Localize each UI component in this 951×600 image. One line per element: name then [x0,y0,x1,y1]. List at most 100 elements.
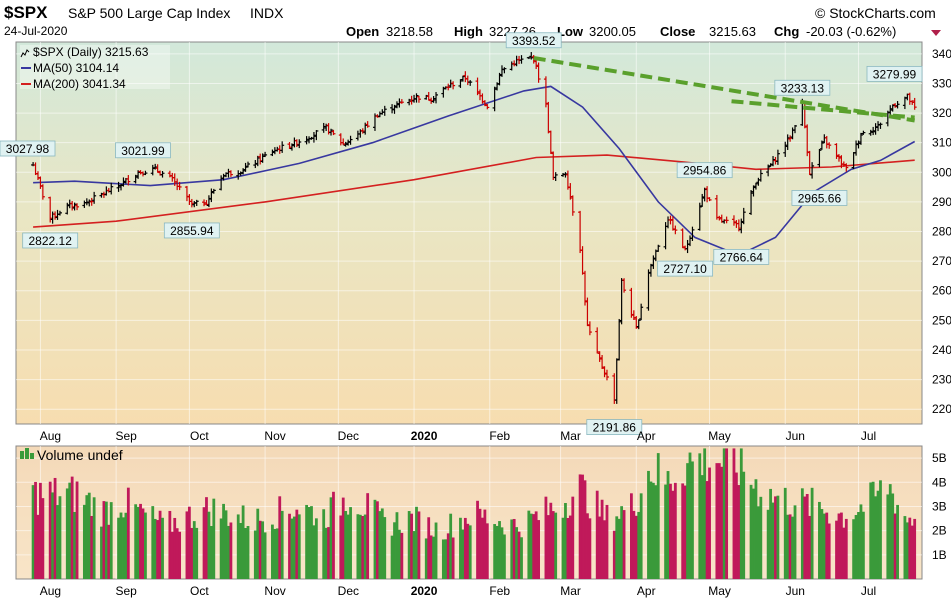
ohlc-bar [260,153,265,163]
volume-bar [463,517,467,579]
index-name: S&P 500 Large Cap Index [68,5,230,21]
price-legend-icon [20,49,30,58]
volume-bar [803,496,807,579]
ohlc-bar [241,168,246,175]
volume-bar [346,514,350,579]
ohlc-bar [783,141,788,157]
volume-bar [810,487,814,579]
ohlc-bar [57,210,62,216]
volume-bar [417,511,421,579]
volume-bar [820,509,824,579]
volume-bar [151,506,155,579]
volume-bar [380,508,384,579]
ohlc-bar [570,195,575,216]
volume-bar [400,532,404,579]
volume-bar [783,487,787,579]
volume-bar [874,496,878,579]
volume-bar [698,453,702,579]
volume-bar [427,517,431,579]
volume-bar [647,470,650,579]
volume-bar [546,515,550,579]
price-y-tick-label: 2300 [932,373,951,387]
price-annotation: 2822.12 [22,232,79,249]
ohlc-bar [143,170,148,176]
volume-bar [297,514,301,579]
volume-bar [586,513,589,579]
volume-bar [656,453,660,579]
volume-x-tick-label: Oct [190,584,209,598]
ohlc-bar [717,215,722,221]
price-y-tick-label: 3000 [932,165,951,179]
annotation-box [774,79,831,96]
ohlc-bar [736,219,741,232]
volume-bar [822,513,826,579]
volume-bar [493,524,497,579]
ohlc-bar [416,95,421,103]
volume-bar [854,515,858,579]
volume-bar [664,484,667,579]
ohlc-bar [460,75,465,82]
price-annotation: 3279.99 [866,65,923,82]
ohlc-bar [631,310,636,320]
volume-bar [581,474,584,579]
annotation-box [505,32,562,49]
volume-bar [683,485,687,579]
price-y-tick-label: 2700 [932,254,951,268]
price-x-tick-label: Apr [637,429,656,443]
volume-bar [205,497,208,579]
ohlc-bar [399,99,404,104]
volume-bar [600,499,604,579]
ohlc-bar [707,197,712,202]
price-x-tick-label: Oct [190,429,209,443]
ohlc-bar [651,255,656,269]
volume-bar [178,531,182,579]
volume-bar [356,514,360,579]
volume-bar [82,504,86,579]
volume-bar [691,461,694,579]
ohlc-bar [451,81,456,90]
volume-bar [273,528,277,579]
volume-bar [244,528,247,579]
annotation-label: 3027.98 [6,142,50,156]
volume-bar [705,481,709,579]
ohlc-bar [126,175,131,186]
legend-background [20,45,170,89]
volume-bar [459,517,462,579]
ohlc-bar [602,366,607,378]
ohlc-bar [529,52,534,60]
ohlc-bar [70,201,75,211]
volume-bar [498,521,501,579]
trendline-layer [533,56,915,123]
ohlc-bar [382,105,387,116]
volume-bar [258,520,262,579]
ohlc-bar [890,104,895,112]
ohlc-bar [697,202,702,231]
price-annotation: 3021.99 [115,142,171,159]
ohlc-bar [634,316,639,329]
volume-bar [253,530,257,579]
volume-bar [236,514,240,579]
volume-bar [432,536,435,579]
ohlc-bar [392,104,397,114]
volume-bar [620,506,624,579]
volume-bar [339,515,343,579]
volume-y-tick-label: 4B [932,475,947,489]
volume-bar [209,525,213,579]
ohlc-bar [238,171,243,176]
ohlc-bar [136,170,141,179]
volume-bar [329,497,333,579]
volume-bar [122,517,125,579]
volume-bar [109,502,113,579]
volume-bar [512,518,516,579]
trendline-secondary [731,99,915,120]
volume-bar [905,522,909,579]
volume-bar [515,527,519,579]
ohlc-bar [429,97,434,104]
change-value: -20.03 (-0.62%) [806,24,896,39]
volume-bar [415,506,418,579]
brand-label: © StockCharts.com [815,5,936,21]
volume-bar [520,537,523,579]
price-annotation: 3027.98 [0,140,56,157]
volume-bar [56,505,59,579]
low-value: 3200.05 [589,24,636,39]
